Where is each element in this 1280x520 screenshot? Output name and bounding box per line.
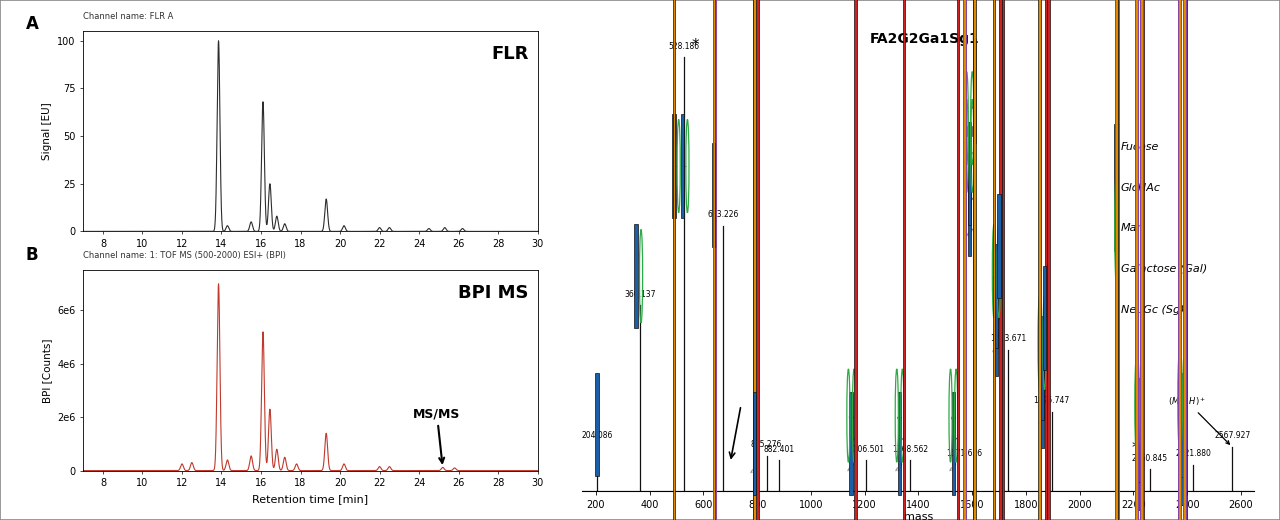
Text: 882.401: 882.401 [764, 445, 795, 454]
Text: *: * [1132, 441, 1139, 456]
FancyBboxPatch shape [968, 122, 972, 225]
Text: Tag: Tag [1135, 475, 1143, 487]
Text: 1895.747: 1895.747 [1033, 396, 1070, 405]
X-axis label: Retention time [min]: Retention time [min] [252, 494, 369, 504]
Text: *: * [691, 38, 699, 53]
Text: MS/MS: MS/MS [413, 407, 461, 463]
FancyBboxPatch shape [1043, 266, 1046, 370]
Text: Tag: Tag [896, 461, 904, 472]
FancyBboxPatch shape [963, 39, 966, 142]
Text: Channel name: 1: TOF MS (500-2000) ESI+ (BPI): Channel name: 1: TOF MS (500-2000) ESI+ … [83, 251, 285, 261]
FancyBboxPatch shape [850, 392, 852, 496]
FancyBboxPatch shape [951, 392, 955, 496]
Text: GlcNAc: GlcNAc [1120, 183, 1161, 192]
X-axis label: mass: mass [904, 512, 933, 520]
Text: Tag: Tag [849, 461, 856, 472]
Text: 2421.880: 2421.880 [1175, 449, 1211, 458]
FancyBboxPatch shape [595, 373, 599, 476]
FancyBboxPatch shape [995, 272, 998, 376]
Text: Tag: Tag [950, 461, 957, 472]
Text: 1733.671: 1733.671 [989, 334, 1027, 343]
Text: 673.226: 673.226 [708, 210, 739, 219]
Text: Tag: Tag [1179, 470, 1187, 482]
Text: FA2G2Ga1Sg1: FA2G2Ga1Sg1 [870, 32, 980, 46]
Text: 204.086: 204.086 [581, 432, 613, 440]
Y-axis label: BPI [Counts]: BPI [Counts] [42, 338, 51, 403]
FancyBboxPatch shape [968, 152, 972, 256]
Text: BPI MS: BPI MS [458, 284, 529, 303]
Text: 2567.927: 2567.927 [1215, 432, 1251, 440]
FancyBboxPatch shape [1041, 344, 1043, 448]
Y-axis label: Signal [EU]: Signal [EU] [42, 102, 51, 160]
FancyBboxPatch shape [897, 392, 901, 496]
Text: 2260.845: 2260.845 [1132, 453, 1167, 463]
Text: Tag: Tag [993, 341, 1001, 353]
Text: $(M+H)^+$: $(M+H)^+$ [1169, 395, 1229, 444]
Text: 366.137: 366.137 [625, 290, 657, 298]
Text: NeuGc (Sg): NeuGc (Sg) [1120, 305, 1184, 315]
Text: Galactose (Gal): Galactose (Gal) [1120, 264, 1207, 274]
FancyBboxPatch shape [635, 224, 637, 328]
Text: FLR: FLR [492, 45, 529, 63]
FancyBboxPatch shape [973, 39, 977, 142]
FancyBboxPatch shape [713, 143, 716, 246]
Text: Man: Man [1120, 223, 1144, 233]
Text: Tag: Tag [966, 225, 974, 237]
FancyBboxPatch shape [1137, 378, 1140, 482]
FancyBboxPatch shape [672, 114, 676, 218]
FancyBboxPatch shape [753, 392, 756, 496]
FancyBboxPatch shape [1137, 406, 1140, 510]
Text: B: B [26, 246, 38, 264]
Text: 1206.501: 1206.501 [849, 445, 884, 454]
Text: Tag: Tag [1039, 413, 1047, 424]
FancyBboxPatch shape [681, 114, 685, 218]
Text: Channel name: FLR A: Channel name: FLR A [83, 12, 174, 21]
FancyBboxPatch shape [997, 194, 1001, 298]
Text: 528.186: 528.186 [668, 42, 700, 50]
FancyBboxPatch shape [1115, 124, 1119, 251]
Text: 1571.626: 1571.626 [946, 449, 983, 458]
FancyBboxPatch shape [995, 244, 998, 348]
Text: A: A [26, 15, 38, 33]
Text: 835.276: 835.276 [751, 440, 782, 449]
Text: Tag: Tag [751, 462, 759, 474]
FancyBboxPatch shape [1180, 373, 1184, 477]
Text: 1368.562: 1368.562 [892, 445, 928, 454]
Text: Fucose: Fucose [1120, 142, 1158, 152]
FancyBboxPatch shape [1041, 316, 1043, 420]
FancyBboxPatch shape [1180, 401, 1184, 505]
